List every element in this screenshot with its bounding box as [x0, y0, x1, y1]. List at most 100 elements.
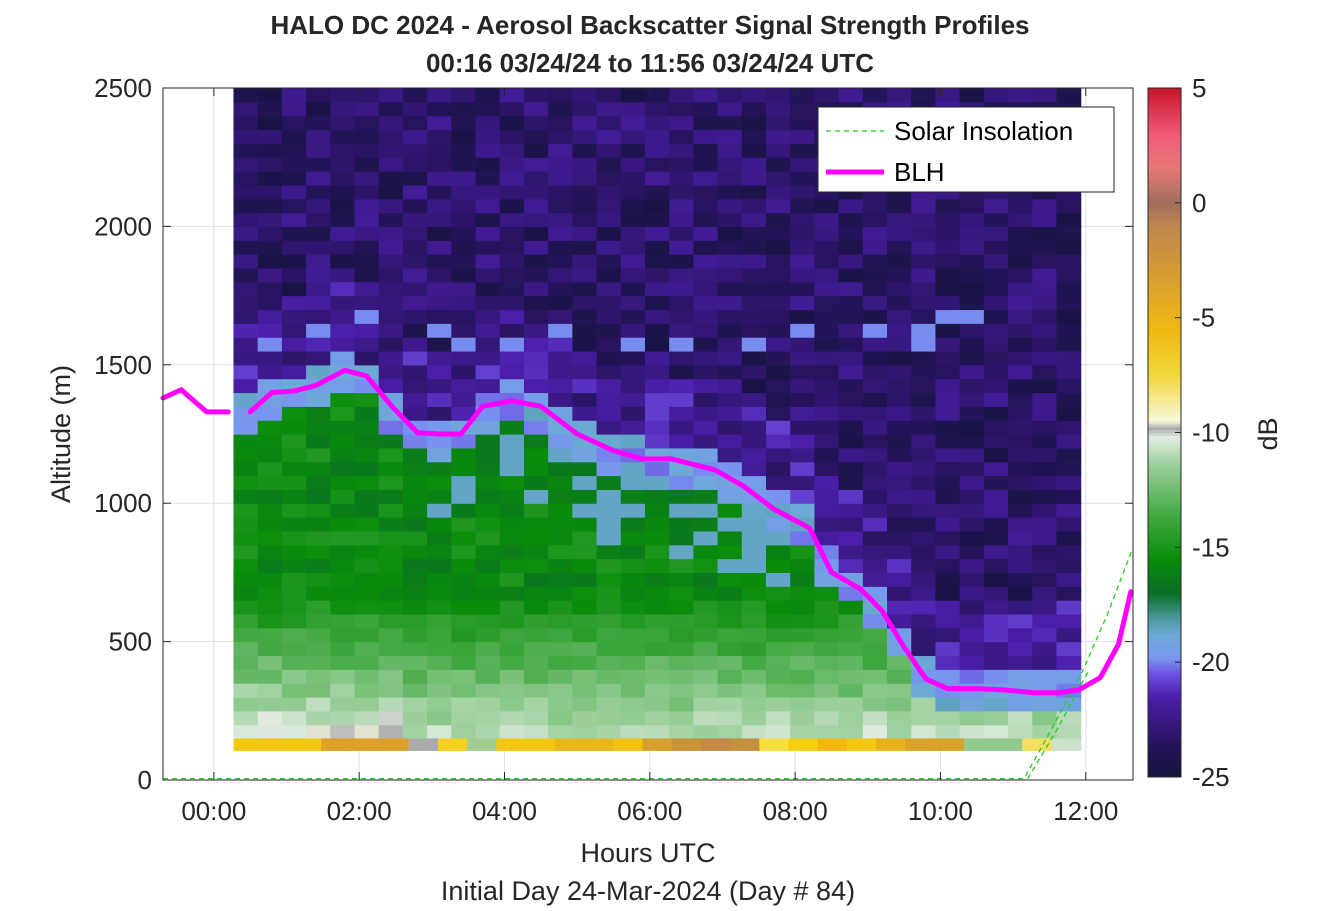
heatmap-cell: [354, 295, 380, 311]
heatmap-cell: [523, 198, 549, 214]
colorbar-step: [1148, 168, 1181, 172]
heatmap-cell: [596, 171, 622, 186]
colorbar-step: [1148, 165, 1181, 169]
heatmap-cell: [499, 88, 525, 103]
colorbar-step: [1148, 564, 1181, 568]
heatmap-cell: [887, 489, 912, 504]
heatmap-cell: [378, 696, 404, 712]
heatmap-cell: [766, 295, 791, 311]
colorbar-step: [1148, 122, 1181, 126]
heatmap-cell: [911, 627, 937, 643]
heatmap-cell: [1032, 267, 1058, 283]
heatmap-cell: [572, 669, 598, 684]
heatmap-cell: [523, 226, 549, 241]
heatmap-cell: [887, 517, 912, 532]
heatmap-cell: [983, 613, 1009, 629]
heatmap-cell: [1032, 392, 1058, 407]
heatmap-cell: [548, 115, 573, 131]
heatmap-cell: [766, 323, 791, 338]
heatmap-cell: [766, 212, 791, 227]
colorbar-step: [1148, 498, 1181, 502]
heatmap-cell: [959, 364, 985, 380]
heatmap-cell: [717, 406, 743, 421]
colorbar-step: [1148, 311, 1181, 316]
heatmap-cell: [1008, 350, 1033, 366]
heatmap-cell: [959, 337, 985, 352]
heatmap-cell: [330, 226, 356, 241]
heatmap-cell: [693, 696, 719, 712]
heatmap-cell: [427, 88, 452, 103]
colorbar-step: [1148, 472, 1181, 477]
heatmap-cell: [814, 406, 840, 421]
heatmap-cell: [838, 88, 864, 103]
heatmap-cell: [257, 461, 283, 477]
heatmap-cell: [330, 88, 356, 103]
heatmap-cell: [378, 530, 404, 546]
heatmap-cell: [572, 240, 598, 255]
heatmap-cell: [838, 392, 864, 407]
heatmap-cell: [427, 586, 452, 601]
heatmap-cell: [911, 600, 937, 615]
heatmap-cell: [257, 184, 283, 200]
heatmap-cell: [620, 475, 646, 490]
heatmap-cell: [693, 669, 719, 684]
heatmap-cell: [596, 696, 622, 712]
heatmap-cell: [717, 129, 743, 144]
heatmap-cell: [911, 323, 937, 338]
heatmap-cell: [378, 600, 404, 615]
heatmap-cell: [499, 627, 525, 643]
heatmap-cell: [862, 669, 888, 684]
heatmap-cell: [669, 669, 694, 684]
heatmap-cell: [790, 724, 816, 740]
surface-cell: [759, 738, 790, 751]
backscatter-heatmap: [233, 88, 1082, 740]
heatmap-cell: [451, 212, 477, 227]
heatmap-cell: [814, 392, 840, 407]
heatmap-cell: [887, 655, 912, 670]
colorbar-step: [1148, 225, 1181, 230]
heatmap-cell: [523, 503, 549, 518]
heatmap-cell: [814, 226, 840, 241]
heatmap-cell: [644, 586, 670, 601]
heatmap-cell: [306, 198, 331, 214]
heatmap-cell: [451, 489, 477, 504]
heatmap-cell: [669, 254, 694, 269]
heatmap-cell: [669, 157, 694, 172]
heatmap-cell: [233, 572, 259, 587]
heatmap-cell: [693, 129, 719, 144]
heatmap-cell: [717, 420, 743, 435]
heatmap-cell: [887, 323, 912, 338]
heatmap-cell: [427, 226, 452, 241]
colorbar-step: [1148, 291, 1181, 296]
heatmap-cell: [911, 586, 937, 601]
heatmap-cell: [499, 240, 525, 255]
heatmap-cell: [717, 558, 743, 573]
heatmap-cell: [475, 143, 501, 158]
heatmap-cell: [766, 350, 791, 366]
heatmap-cell: [475, 281, 501, 297]
heatmap-cell: [1032, 212, 1058, 227]
colorbar-step: [1148, 110, 1181, 115]
heatmap-cell: [862, 392, 888, 407]
heatmap-cell: [281, 613, 307, 629]
heatmap-cell: [596, 240, 622, 255]
heatmap-cell: [790, 143, 816, 158]
heatmap-cell: [911, 696, 937, 712]
heatmap-cell: [959, 558, 985, 573]
heatmap-cell: [596, 517, 622, 532]
heatmap-cell: [378, 586, 404, 601]
heatmap-cell: [669, 613, 694, 629]
heatmap-cell: [644, 364, 670, 380]
heatmap-cell: [1032, 198, 1058, 214]
heatmap-cell: [983, 434, 1009, 449]
heatmap-cell: [257, 586, 283, 601]
heatmap-cell: [330, 337, 356, 352]
heatmap-cell: [596, 558, 622, 573]
heatmap-cell: [499, 378, 525, 394]
heatmap-cell: [911, 254, 937, 269]
colorbar-step: [1148, 733, 1181, 738]
heatmap-cell: [1056, 254, 1082, 269]
heatmap-cell: [620, 157, 646, 172]
colorbar-step: [1148, 314, 1181, 319]
heatmap-cell: [378, 309, 404, 324]
